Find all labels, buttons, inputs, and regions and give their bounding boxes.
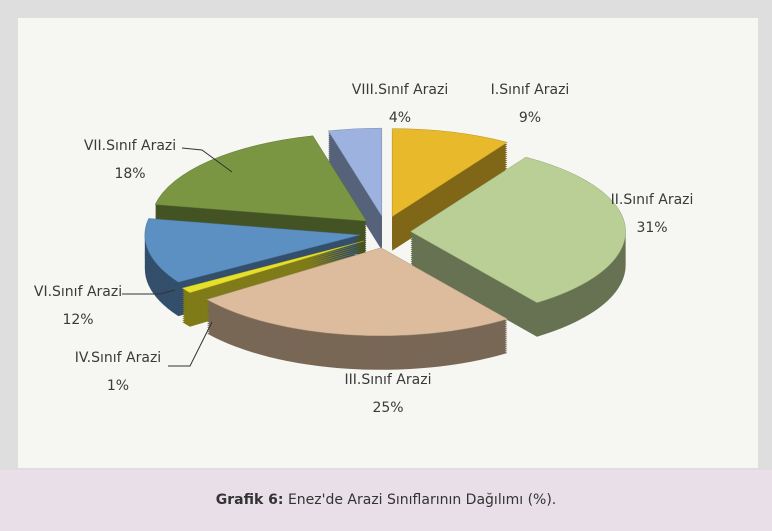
slice-label: III.Sınıf Arazi bbox=[345, 372, 432, 388]
slice-side bbox=[182, 250, 364, 303]
slice-label: VIII.Sınıf Arazi bbox=[352, 82, 448, 98]
caption-text: Enez'de Arazi Sınıflarının Dağılımı (%). bbox=[287, 492, 557, 508]
slice-value-label: 18% bbox=[114, 166, 145, 182]
slice bbox=[327, 127, 383, 251]
slice-value-label: 31% bbox=[636, 220, 667, 236]
slice-top bbox=[181, 240, 364, 293]
slice-value-label: 9% bbox=[519, 110, 541, 126]
slice-label: II.Sınıf Arazi bbox=[611, 192, 694, 208]
slice-value-label: 25% bbox=[372, 400, 403, 416]
chart-area bbox=[18, 18, 758, 468]
chart: I.Sınıf Arazi 9% II.Sınıf Arazi 31% III.Sını… bbox=[18, 18, 758, 468]
slice-top bbox=[410, 156, 626, 303]
slice-side bbox=[182, 244, 364, 297]
slice-top bbox=[206, 247, 509, 337]
slice-side bbox=[182, 248, 364, 301]
leader-line bbox=[168, 321, 213, 367]
slice-label: IV.Sınıf Arazi bbox=[75, 350, 161, 366]
caption: Grafik 6: Enez'de Arazi Sınıflarının Dağ… bbox=[0, 470, 772, 531]
slice-top bbox=[144, 218, 360, 283]
leader-line bbox=[181, 147, 233, 173]
slice bbox=[410, 156, 626, 337]
slice-label: I.Sınıf Arazi bbox=[491, 82, 570, 98]
slice-side bbox=[182, 252, 364, 305]
slice-side bbox=[182, 246, 364, 299]
slice-value-label: 1% bbox=[107, 378, 129, 394]
slice-label: VII.Sınıf Arazi bbox=[84, 138, 176, 154]
slice-value-label: 4% bbox=[389, 110, 411, 126]
slice-top bbox=[154, 135, 367, 222]
slice-side bbox=[182, 242, 364, 295]
slice-top bbox=[327, 127, 383, 217]
slice bbox=[154, 135, 367, 256]
slice-label: VI.Sınıf Arazi bbox=[34, 284, 122, 300]
leader-line bbox=[122, 289, 176, 295]
slice-top bbox=[391, 128, 508, 218]
slice bbox=[206, 247, 509, 370]
slice-value-label: 12% bbox=[62, 312, 93, 328]
caption-label: Grafik 6: bbox=[215, 492, 284, 508]
